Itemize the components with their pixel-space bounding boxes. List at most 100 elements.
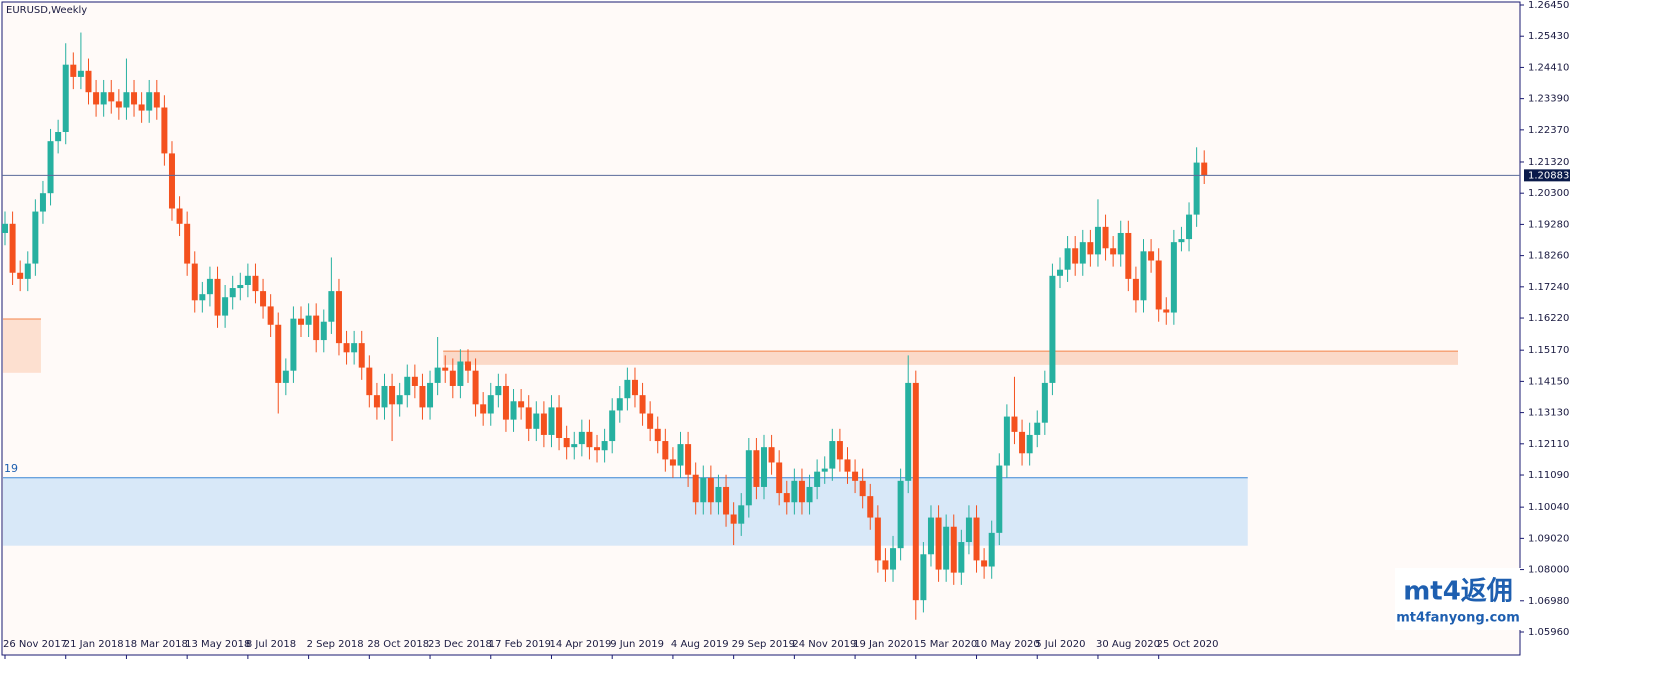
candle-body [1079, 242, 1086, 264]
candle-body [214, 278, 221, 316]
candle-body [927, 517, 934, 555]
y-tick-label: 1.08000 [1528, 565, 1569, 576]
candle-body [981, 560, 988, 567]
candle-body [404, 376, 411, 396]
candle-body [39, 193, 46, 212]
x-tick-label: 28 Oct 2018 [367, 639, 429, 650]
y-tick-label: 1.13130 [1528, 408, 1569, 419]
candle-body [1026, 434, 1033, 454]
candle-body [859, 480, 866, 497]
candle-body [320, 321, 327, 341]
y-tick-label: 1.21320 [1528, 157, 1569, 168]
candle-body [738, 505, 745, 524]
candle-body [260, 291, 267, 307]
y-tick-label: 1.06980 [1528, 596, 1569, 607]
candle-body [1049, 275, 1056, 383]
x-tick-label: 5 Jul 2020 [1035, 639, 1085, 650]
candle-body [343, 343, 350, 353]
candle-body [244, 275, 251, 285]
candle-body [1110, 248, 1117, 255]
candle-body [153, 92, 160, 108]
candle-body [2, 223, 8, 233]
candle-body [457, 361, 464, 386]
candle-body [161, 107, 168, 154]
candle-body [601, 441, 608, 451]
candle-body [1178, 239, 1185, 243]
y-tick-label: 1.17240 [1528, 282, 1569, 293]
candle-body [677, 444, 684, 466]
candle-body [753, 450, 760, 487]
x-tick-label: 15 Mar 2020 [914, 639, 977, 650]
candle-body [783, 493, 790, 503]
y-tick-label: 1.12110 [1528, 439, 1569, 450]
chart-title: EURUSD,Weekly [6, 5, 87, 16]
candle-body [510, 401, 517, 420]
candle-body [700, 477, 707, 503]
candle-body [890, 548, 897, 570]
plot-area [1, 1, 1521, 656]
candle-body [1170, 242, 1177, 313]
y-tick-label: 1.23390 [1528, 94, 1569, 105]
candle-body [814, 471, 821, 487]
x-tick-label: 10 May 2020 [975, 639, 1040, 650]
candle-body [328, 291, 335, 322]
candle-body [176, 208, 183, 224]
candle-body [32, 211, 39, 264]
zone-label: 19 [4, 462, 18, 475]
y-tick-label: 1.10040 [1528, 502, 1569, 513]
y-tick-label: 1.18260 [1528, 251, 1569, 262]
candle-body [950, 526, 957, 573]
y-tick-label: 1.11090 [1528, 470, 1569, 481]
candle-body [464, 361, 471, 371]
candle-body [495, 385, 502, 396]
candle-body [419, 385, 426, 408]
x-tick-label: 8 Jul 2018 [246, 639, 296, 650]
x-tick-label: 2 Sep 2018 [307, 639, 364, 650]
x-tick-label: 19 Jan 2020 [853, 639, 913, 650]
candle-body [282, 370, 289, 383]
x-tick-label: 30 Aug 2020 [1096, 639, 1160, 650]
candle-body [1117, 232, 1124, 255]
watermark-box [1395, 568, 1521, 630]
candle-body [540, 413, 547, 435]
candle-body [123, 92, 130, 108]
candle-body [358, 343, 365, 368]
candle-body [874, 517, 881, 561]
candle-body [920, 554, 927, 601]
candle-body [578, 431, 585, 445]
y-tick-label: 1.19280 [1528, 219, 1569, 230]
candle-body [184, 223, 191, 264]
zone [443, 351, 1459, 365]
candle-body [85, 70, 92, 93]
y-tick-label: 1.26450 [1528, 0, 1569, 11]
candle-body [723, 486, 730, 515]
candle-body [47, 141, 54, 194]
candle-body [275, 324, 282, 383]
x-tick-label: 14 Apr 2019 [549, 639, 611, 650]
candle-body [594, 447, 601, 451]
candle-body [1193, 162, 1200, 215]
candle-body [298, 318, 305, 325]
candle-body [131, 92, 138, 105]
price-tag [1524, 169, 1570, 182]
candle-body [502, 385, 509, 420]
candle-body [829, 441, 836, 469]
candle-body [108, 92, 115, 102]
candle-body [836, 441, 843, 460]
candle-body [396, 395, 403, 405]
zone [3, 477, 1248, 546]
candle-body [434, 367, 441, 383]
x-tick-label: 24 Nov 2019 [792, 639, 856, 650]
y-tick-label: 1.16220 [1528, 313, 1569, 324]
candle-body [100, 92, 107, 105]
candle-body [366, 367, 373, 396]
candle-body [905, 382, 912, 481]
candle-body [715, 486, 722, 503]
candle-body [1064, 248, 1071, 270]
candle-body [973, 517, 980, 561]
x-tick-label: 13 May 2018 [185, 639, 250, 650]
candle-body [654, 428, 661, 442]
candle-body [70, 64, 77, 77]
candle-body [237, 284, 244, 289]
y-tick-label: 1.24410 [1528, 62, 1569, 73]
